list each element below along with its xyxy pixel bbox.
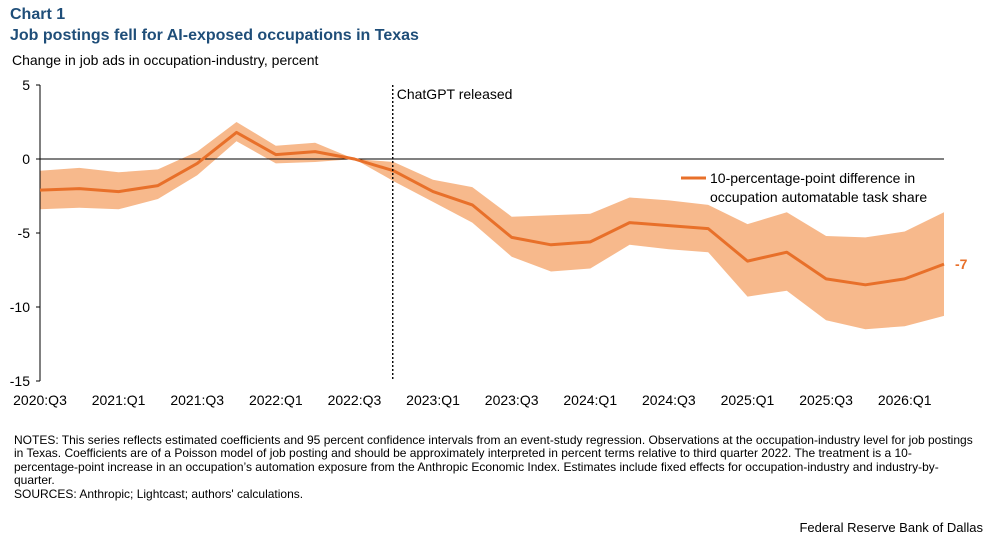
end-value-label: -7 (955, 256, 968, 272)
series-line (39, 130, 945, 287)
chatgpt-release-label: ChatGPT released (397, 86, 513, 102)
y-tick-label: -5 (18, 225, 31, 241)
chart-label: Chart 1 (10, 6, 66, 23)
y-tick-label: 0 (22, 151, 30, 167)
sources-text: SOURCES: Anthropic; Lightcast; authors' … (14, 486, 304, 501)
series-line-layer: -7 (39, 130, 968, 287)
annotation-layer: ChatGPT released (392, 85, 513, 381)
y-tick-label: -10 (10, 299, 30, 315)
y-tick-label: -15 (10, 373, 30, 389)
x-tick-label: 2020:Q3 (13, 392, 67, 408)
notes: NOTES: This series reflects estimated co… (14, 433, 974, 501)
x-tick-label: 2023:Q3 (485, 392, 539, 408)
chart-plot-area: 5 0 -5 -10 -15 2020:Q3 2021:Q1 2021:Q3 2022:Q1 20… (10, 77, 968, 408)
x-tick-label: 2022:Q3 (328, 392, 382, 408)
legend: 10-percentage-point difference in occupat… (681, 170, 927, 205)
x-tick-label: 2022:Q1 (249, 392, 303, 408)
x-tick-label: 2024:Q1 (563, 392, 617, 408)
x-tick-label: 2025:Q1 (721, 392, 775, 408)
x-tick-label: 2021:Q1 (92, 392, 146, 408)
y-axis-label: Change in job ads in occupation-industry… (12, 52, 319, 68)
x-tick-label: 2026:Q1 (878, 392, 932, 408)
chart-title: Job postings fell for AI-exposed occupat… (10, 27, 419, 44)
confidence-band-layer (40, 122, 944, 330)
notes-text: NOTES: This series reflects estimated co… (14, 433, 973, 488)
x-tick-label: 2021:Q3 (170, 392, 224, 408)
legend-label: occupation automatable task share (710, 189, 927, 205)
legend-label: 10-percentage-point difference in (710, 170, 915, 186)
x-tick-label: 2023:Q1 (406, 392, 460, 408)
x-tick-label: 2024:Q3 (642, 392, 696, 408)
axis-layer: 5 0 -5 -10 -15 2020:Q3 2021:Q1 2021:Q3 2022:Q1 20… (10, 77, 944, 408)
footer-credit: Federal Reserve Bank of Dallas (799, 520, 983, 535)
confidence-band (40, 122, 944, 330)
y-tick-label: 5 (22, 77, 30, 93)
x-tick-label: 2025:Q3 (799, 392, 853, 408)
